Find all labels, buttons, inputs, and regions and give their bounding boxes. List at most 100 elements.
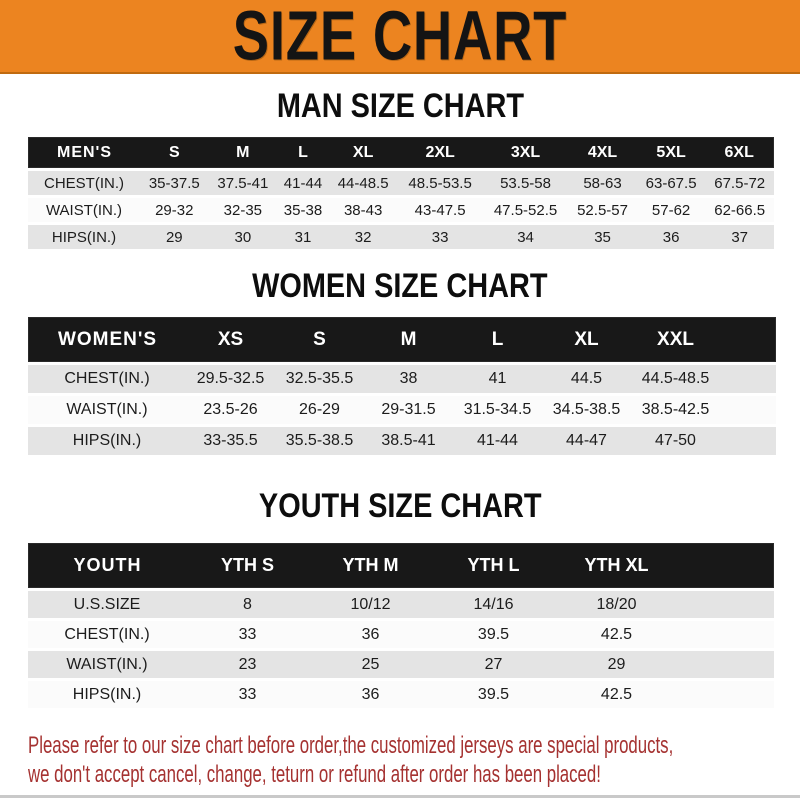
row-label: WAIST(IN.) [28, 396, 186, 424]
section-youth: YOUTH SIZE CHART YOUTH YTH S YTH M YTH L YTH … [0, 488, 800, 711]
column-header: XL [328, 137, 398, 168]
column-header: 6XL [705, 137, 774, 168]
size-value-cell: 48.5-53.5 [397, 171, 483, 195]
size-value-cell: 44.5-48.5 [631, 365, 720, 393]
table-header-row: WOMEN'S XS S M L XL XXL [28, 317, 776, 362]
table-corner-label: YOUTH [28, 543, 186, 588]
table-row: HIPS(IN.) 33-35.5 35.5-38.5 38.5-41 41-44 44-… [28, 427, 776, 455]
table-row: U.S.SIZE 8 10/12 14/16 18/20 [28, 591, 774, 618]
spacer-cell [678, 591, 774, 618]
column-header: M [208, 137, 278, 168]
spacer-cell [678, 681, 774, 708]
size-value-cell: 63-67.5 [636, 171, 706, 195]
row-label: HIPS(IN.) [28, 225, 140, 249]
men-size-table: MEN'S S M L XL 2XL 3XL 4XL 5XL 6XL CHEST(IN.) 35-37… [28, 134, 774, 252]
column-header: 2XL [397, 137, 483, 168]
column-header: M [364, 317, 453, 362]
size-value-cell: 38.5-42.5 [631, 396, 720, 424]
column-header: YTH XL [555, 543, 678, 588]
size-value-cell: 32-35 [208, 198, 278, 222]
size-value-cell: 33 [186, 621, 309, 648]
table-corner-label: WOMEN'S [28, 317, 186, 362]
size-chart-sections: MAN SIZE CHART MEN'S S M L XL 2XL 3XL 4XL 5XL 6XL C… [0, 88, 800, 711]
column-header: L [453, 317, 542, 362]
size-value-cell: 35-38 [277, 198, 329, 222]
note-line-1-text: Please refer to our size chart before or… [28, 732, 674, 759]
table-row: CHEST(IN.) 29.5-32.5 32.5-35.5 38 41 44.5 44.5… [28, 365, 776, 393]
size-value-cell: 44.5 [542, 365, 631, 393]
row-label: U.S.SIZE [28, 591, 186, 618]
size-value-cell: 43-47.5 [397, 198, 483, 222]
spacer-cell [720, 317, 776, 362]
size-value-cell: 36 [309, 681, 432, 708]
size-value-cell: 35.5-38.5 [275, 427, 364, 455]
table-row: WAIST(IN.) 23.5-26 26-29 29-31.5 31.5-34.5 34… [28, 396, 776, 424]
size-value-cell: 18/20 [555, 591, 678, 618]
table-row: WAIST(IN.) 29-32 32-35 35-38 38-43 43-47.5 47.… [28, 198, 774, 222]
row-label: WAIST(IN.) [28, 651, 186, 678]
size-value-cell: 34 [482, 225, 569, 249]
size-value-cell: 37.5-41 [208, 171, 278, 195]
table-row: HIPS(IN.) 29 30 31 32 33 34 35 36 37 [28, 225, 774, 249]
banner-title: SIZE CHART [232, 0, 568, 75]
size-value-cell: 37 [705, 225, 774, 249]
size-value-cell: 41 [453, 365, 542, 393]
size-value-cell: 23 [186, 651, 309, 678]
row-label: HIPS(IN.) [28, 427, 186, 455]
row-label: CHEST(IN.) [28, 171, 140, 195]
size-value-cell: 58-63 [568, 171, 637, 195]
size-value-cell: 36 [309, 621, 432, 648]
column-header: XXL [631, 317, 720, 362]
column-header: L [277, 137, 329, 168]
size-value-cell: 36 [636, 225, 706, 249]
column-header: 5XL [636, 137, 706, 168]
size-value-cell: 33-35.5 [186, 427, 275, 455]
youth-section-heading: YOUTH SIZE CHART [0, 488, 800, 524]
size-value-cell: 35-37.5 [140, 171, 209, 195]
size-value-cell: 29 [555, 651, 678, 678]
size-value-cell: 33 [397, 225, 483, 249]
women-size-table: WOMEN'S XS S M L XL XXL CHEST(IN.) 29.5-32.5 32.5… [28, 314, 776, 458]
column-header: YTH L [432, 543, 555, 588]
size-value-cell: 57-62 [636, 198, 706, 222]
column-header: YTH M [309, 543, 432, 588]
size-value-cell: 30 [208, 225, 278, 249]
spacer-cell [678, 651, 774, 678]
size-chart-banner: SIZE CHART [0, 0, 800, 75]
section-women: WOMEN SIZE CHART WOMEN'S XS S M L XL XXL CHEST(I… [0, 268, 800, 458]
note-line-2-text: we don't accept cancel, change, teturn o… [28, 761, 601, 788]
size-value-cell: 52.5-57 [568, 198, 637, 222]
men-section-heading: MAN SIZE CHART [0, 88, 800, 124]
row-label: WAIST(IN.) [28, 198, 140, 222]
size-value-cell: 47.5-52.5 [482, 198, 569, 222]
table-header-row: YOUTH YTH S YTH M YTH L YTH XL [28, 543, 774, 588]
size-value-cell: 26-29 [275, 396, 364, 424]
size-value-cell: 44-47 [542, 427, 631, 455]
size-value-cell: 32 [328, 225, 398, 249]
size-value-cell: 38 [364, 365, 453, 393]
size-value-cell: 62-66.5 [705, 198, 774, 222]
size-value-cell: 14/16 [432, 591, 555, 618]
size-value-cell: 35 [568, 225, 637, 249]
table-corner-label: MEN'S [28, 137, 140, 168]
bottom-divider [0, 795, 800, 798]
column-header: S [140, 137, 209, 168]
column-header: S [275, 317, 364, 362]
size-value-cell: 39.5 [432, 681, 555, 708]
size-value-cell: 10/12 [309, 591, 432, 618]
row-label: CHEST(IN.) [28, 621, 186, 648]
row-label: HIPS(IN.) [28, 681, 186, 708]
spacer-cell [720, 365, 776, 393]
note-line-2: we don't accept cancel, change, teturn o… [28, 760, 800, 789]
heading-text: MAN SIZE CHART [276, 87, 524, 125]
column-header: 3XL [482, 137, 569, 168]
size-value-cell: 25 [309, 651, 432, 678]
size-value-cell: 31.5-34.5 [453, 396, 542, 424]
size-value-cell: 47-50 [631, 427, 720, 455]
size-value-cell: 44-48.5 [328, 171, 398, 195]
size-value-cell: 27 [432, 651, 555, 678]
size-value-cell: 38-43 [328, 198, 398, 222]
note-line-1: Please refer to our size chart before or… [28, 731, 800, 760]
table-header-row: MEN'S S M L XL 2XL 3XL 4XL 5XL 6XL [28, 137, 774, 168]
table-row: CHEST(IN.) 33 36 39.5 42.5 [28, 621, 774, 648]
